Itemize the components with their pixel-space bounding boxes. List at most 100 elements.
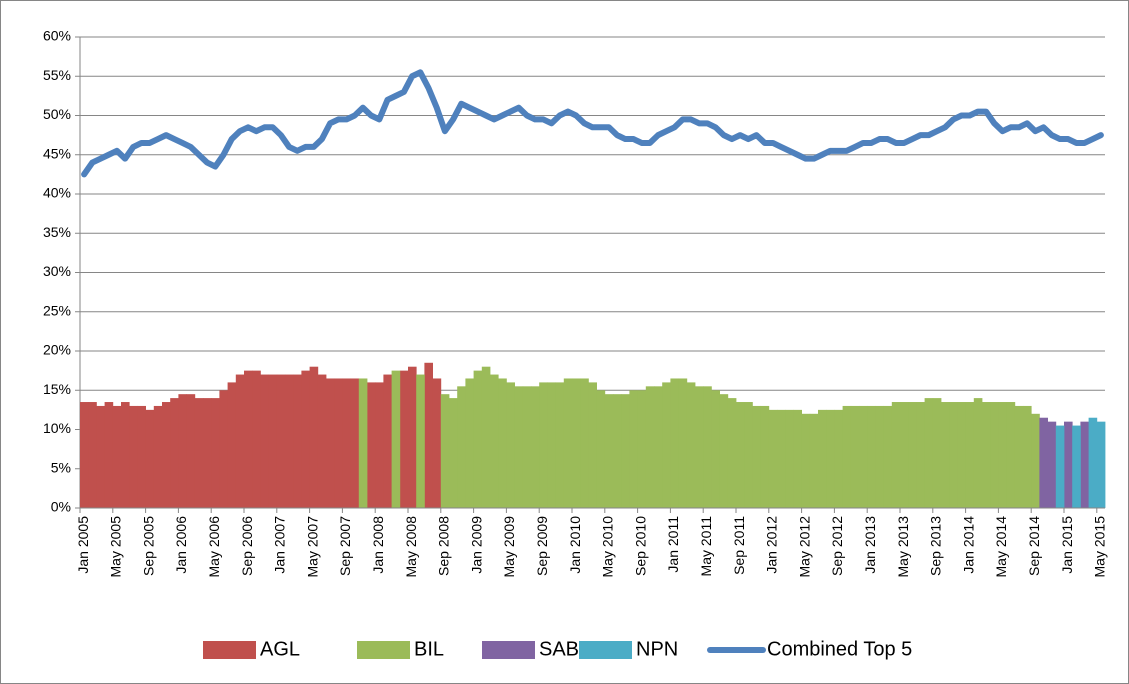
area-segment	[514, 386, 524, 508]
x-tick-label: May 2008	[403, 516, 419, 578]
area-segment	[342, 378, 351, 508]
y-tick-label: 55%	[43, 67, 71, 83]
y-tick-label: 5%	[51, 459, 71, 475]
area-segment	[80, 402, 89, 508]
area-segment	[104, 402, 114, 508]
area-segment	[588, 382, 597, 508]
area-segment	[137, 405, 146, 508]
area-segment	[645, 386, 655, 508]
area-segment	[285, 374, 294, 508]
area-segment	[768, 409, 778, 508]
area-segment	[162, 402, 171, 508]
area-segment	[301, 370, 310, 508]
area-segment	[826, 409, 835, 508]
area-segment	[867, 405, 876, 508]
area-segment	[293, 374, 302, 508]
x-tick-label: Sep 2011	[731, 516, 747, 575]
area-segment	[457, 386, 466, 508]
area-segment	[219, 390, 228, 508]
x-tick-label: Sep 2009	[534, 516, 550, 576]
area-segment	[793, 409, 802, 508]
x-tick-label: Sep 2012	[829, 516, 845, 576]
area-segment	[227, 382, 237, 508]
y-tick-label: 10%	[43, 420, 71, 436]
area-segment	[859, 405, 868, 508]
area-segment	[465, 378, 474, 508]
area-segment	[449, 398, 458, 508]
area-segment	[883, 405, 893, 508]
area-segment	[1031, 413, 1040, 508]
x-tick-label: Jan 2010	[567, 516, 583, 574]
area-segment	[326, 378, 335, 508]
area-segment	[383, 374, 392, 508]
x-tick-label: Jan 2007	[272, 516, 288, 574]
area-segment	[334, 378, 343, 508]
area-segment	[399, 370, 409, 508]
area-segment	[408, 366, 417, 508]
area-segment	[908, 402, 917, 508]
area-segment	[88, 402, 97, 508]
area-segment	[818, 409, 827, 508]
area-segment	[727, 398, 737, 508]
y-tick-label: 0%	[51, 499, 71, 515]
legend-swatch	[203, 641, 256, 659]
area-segment	[317, 374, 327, 508]
area-segment	[850, 405, 860, 508]
area-segment	[375, 382, 384, 508]
area-segment	[170, 398, 179, 508]
area-segment	[96, 405, 105, 508]
area-segment	[900, 402, 909, 508]
legend-label: BIL	[414, 638, 444, 660]
area-segment	[432, 378, 442, 508]
y-tick-label: 45%	[43, 145, 71, 161]
x-tick-label: Sep 2010	[632, 516, 648, 576]
area-segment	[1006, 402, 1016, 508]
area-segment	[596, 390, 606, 508]
area-segment	[121, 402, 130, 508]
area-segment	[145, 409, 155, 508]
area-segment	[522, 386, 532, 508]
legend-label: SAB	[539, 638, 579, 660]
x-tick-label: Sep 2006	[239, 516, 255, 576]
area-segment	[834, 409, 843, 508]
area-segment	[801, 413, 811, 508]
legend-label: AGL	[260, 638, 300, 660]
x-tick-label: Sep 2013	[928, 516, 944, 576]
area-segment	[473, 370, 483, 508]
x-tick-label: Jan 2013	[862, 516, 878, 574]
area-segment	[621, 394, 630, 508]
area-segment	[1072, 425, 1081, 508]
area-segment	[203, 398, 212, 508]
area-segment	[998, 402, 1007, 508]
area-segment	[613, 394, 622, 508]
area-segment	[990, 402, 999, 508]
area-segment	[1047, 421, 1057, 508]
area-segment	[391, 370, 401, 508]
area-segment	[211, 398, 220, 508]
area-segment	[670, 378, 679, 508]
area-segment	[941, 402, 950, 508]
area-segment	[244, 370, 253, 508]
area-segment	[547, 382, 556, 508]
legend-item: Combined Top 5	[707, 638, 912, 660]
area-segment	[1096, 421, 1106, 508]
legend-item: SAB	[482, 638, 579, 660]
area-segment	[842, 405, 852, 508]
area-segment	[260, 374, 269, 508]
x-tick-label: Jan 2012	[764, 516, 780, 574]
area-segment	[186, 394, 196, 508]
area-segment	[539, 382, 548, 508]
y-tick-label: 25%	[43, 302, 71, 318]
area-segment	[506, 382, 515, 508]
line	[81, 69, 1104, 178]
area-segment	[350, 378, 360, 508]
area-segment	[736, 402, 745, 508]
x-tick-label: Jan 2015	[1059, 516, 1075, 574]
legend-item: BIL	[357, 638, 444, 660]
area-segment	[235, 374, 245, 508]
x-tick-label: Jan 2005	[75, 516, 91, 574]
area-segment	[1023, 405, 1032, 508]
area-segment	[268, 374, 278, 508]
area-segment	[629, 390, 638, 508]
